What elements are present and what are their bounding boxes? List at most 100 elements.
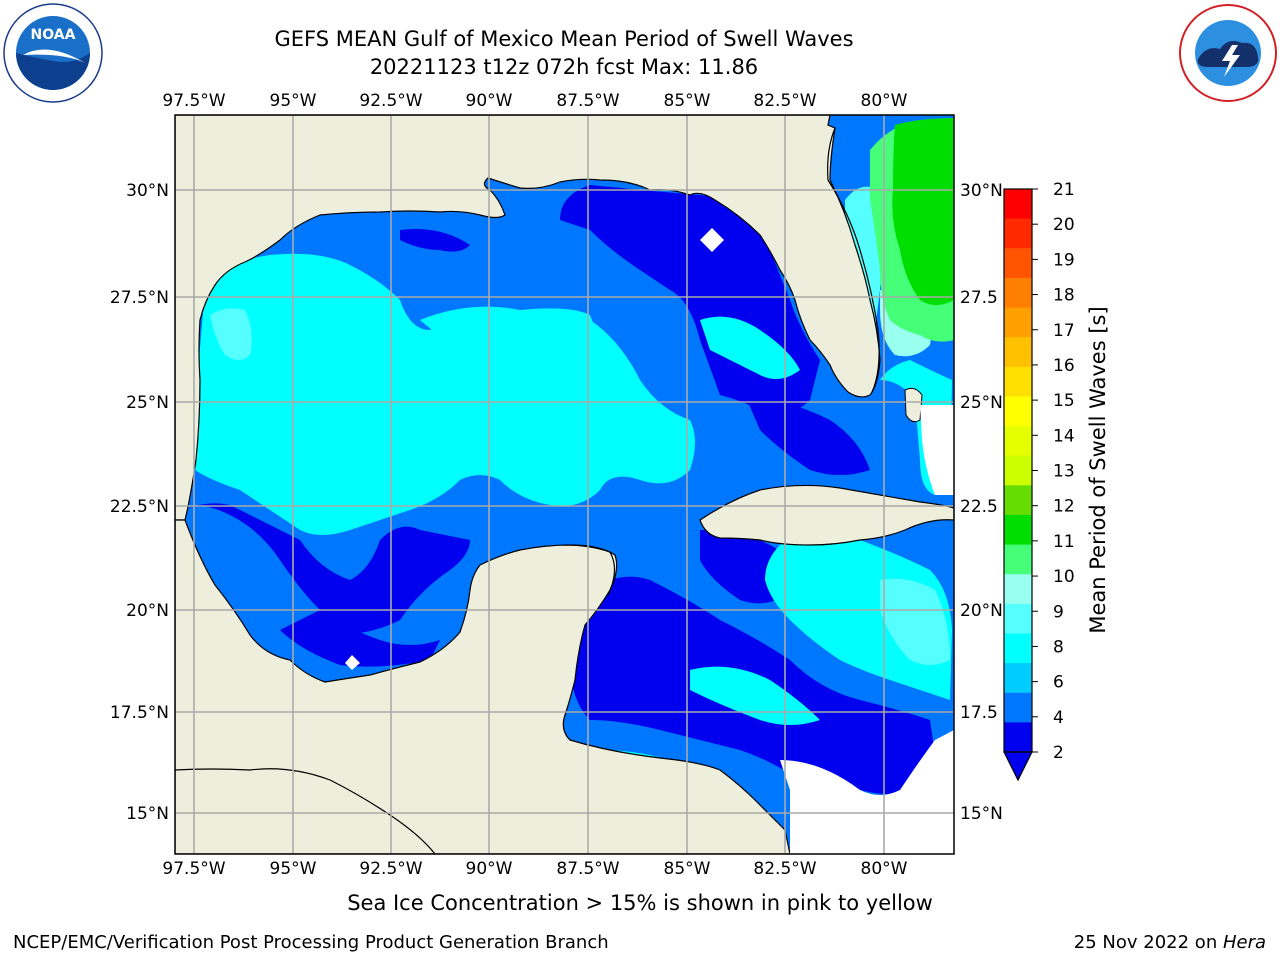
sea-ice-note: Sea Ice Concentration > 15% is shown in …	[347, 891, 933, 915]
nws-logo	[1178, 3, 1278, 103]
lat-label-right: 30°N	[960, 181, 1003, 201]
lat-label-left: 15°N	[126, 804, 169, 824]
lat-label-right: 20°N	[960, 601, 1003, 621]
colorbar-tick-label: 4	[1053, 708, 1064, 728]
land-yucatan-coast	[564, 544, 616, 596]
colorbar-label: Mean Period of Swell Waves [s]	[1086, 306, 1110, 633]
colorbar-swatch	[1004, 544, 1032, 575]
colorbar-swatch	[1004, 248, 1032, 279]
gridlines	[175, 115, 954, 854]
footer-date-prefix: 25 Nov 2022 on	[1073, 932, 1223, 953]
lat-label-left: 22.5°N	[110, 497, 169, 517]
land-bahamas	[904, 387, 923, 423]
lat-label-right: 25°N	[960, 393, 1003, 413]
footer-date-host: Hera	[1222, 932, 1266, 953]
region-4-6-caribbean-south	[690, 666, 820, 725]
colorbar-swatch	[1004, 574, 1032, 605]
colorbar-tick-label: 9	[1053, 602, 1064, 622]
lat-label-left: 25°N	[126, 393, 169, 413]
colorbar-swatch	[1004, 307, 1032, 338]
colorbar-tick-label: 19	[1053, 250, 1075, 270]
lat-label-left: 20°N	[126, 601, 169, 621]
lon-label-top: 90°W	[466, 91, 513, 111]
colorbar-tick-label: 12	[1053, 497, 1075, 517]
chart-title: GEFS MEAN Gulf of Mexico Mean Period of …	[274, 27, 854, 51]
nodata-west-patch	[345, 655, 360, 670]
colorbar-tick-label: 2	[1053, 743, 1064, 763]
axis-labels: 97.5°W 97.5°W 95°W 95°W 92.5°W 92.5°W 90°W 90°W…	[110, 91, 1003, 879]
colorbar-swatch	[1004, 337, 1032, 368]
region-6-8-west	[210, 308, 252, 360]
lon-label-bottom: 95°W	[270, 859, 317, 879]
region-below-2-straits	[745, 395, 870, 475]
lat-label-left: 30°N	[126, 181, 169, 201]
region-4-6-central	[420, 306, 600, 348]
lon-label-bottom: 80°W	[861, 859, 908, 879]
region-10-11-atlantic	[892, 118, 954, 305]
colorbar-tick-label: 13	[1053, 462, 1075, 482]
lon-label-top: 85°W	[664, 91, 711, 111]
lon-label-top: 92.5°W	[359, 91, 422, 111]
lon-label-bottom: 92.5°W	[359, 859, 422, 879]
colorbar-tick-label: 17	[1053, 321, 1075, 341]
lat-label-right: 17.5	[960, 703, 998, 723]
lon-label-bottom: 97.5°W	[162, 859, 225, 879]
nodata-east-caribbean	[780, 730, 954, 854]
colorbar-tick-label: 11	[1053, 532, 1075, 552]
land-north-america	[175, 115, 881, 521]
chart-subtitle: 20221123 t12z 072h fcst Max: 11.86	[369, 55, 759, 79]
colorbar-swatch	[1004, 633, 1032, 664]
lon-label-bottom: 82.5°W	[753, 859, 816, 879]
colorbar-tick-label: 20	[1053, 215, 1075, 235]
lon-label-top: 95°W	[270, 91, 317, 111]
colorbar-tick-label: 16	[1053, 356, 1075, 376]
colorbar-swatch	[1004, 277, 1032, 309]
lon-label-bottom: 87.5°W	[556, 859, 619, 879]
colorbar-swatch	[1004, 455, 1032, 486]
colorbar-swatch	[1004, 366, 1032, 397]
map-frame	[174, 114, 955, 855]
colorbar-swatch	[1004, 692, 1032, 723]
colorbar-swatch	[1004, 663, 1032, 694]
lat-label-right: 27.5	[960, 288, 998, 308]
noaa-logo: NOAA	[3, 3, 103, 103]
colorbar-swatch	[1004, 514, 1032, 546]
colorbar: 21 20 19 18 17 16 15 14 13 12 11 10 9 8 6 4 2	[1003, 180, 1075, 782]
colorbar-swatch	[1004, 485, 1032, 516]
svg-text:NOAA: NOAA	[31, 27, 76, 43]
lon-label-bottom: 90°W	[466, 859, 513, 879]
colorbar-tick-label: 10	[1053, 567, 1075, 587]
colorbar-swatch	[1004, 396, 1032, 427]
nodata-gulf-patch	[700, 228, 724, 252]
lon-label-bottom: 85°W	[664, 859, 711, 879]
region-6-8-caribbean	[880, 578, 950, 665]
region-4-6-east-patch	[700, 316, 800, 379]
footer-credit: NCEP/EMC/Verification Post Processing Pr…	[13, 932, 609, 953]
lon-label-top: 82.5°W	[753, 91, 816, 111]
nodata-east-florida	[920, 405, 954, 495]
region-4-6-caribbean	[765, 536, 952, 700]
florida-atlantic-coast	[827, 127, 880, 393]
colorbar-extend-arrow	[1003, 751, 1033, 782]
lat-label-right: 22.5	[960, 497, 998, 517]
colorbar-swatch	[1004, 722, 1032, 753]
region-below-2-sw-gulf	[185, 503, 470, 634]
lon-label-top: 97.5°W	[162, 91, 225, 111]
region-below-2-north	[400, 229, 470, 252]
colorbar-tick-label: 8	[1053, 637, 1064, 657]
land-cuba	[699, 484, 954, 546]
lat-label-left: 17.5°N	[110, 703, 169, 723]
lat-label-right: 15°N	[960, 804, 1003, 824]
colorbar-tick-label: 15	[1053, 391, 1075, 411]
colorbar-tick-label: 14	[1053, 426, 1075, 446]
region-below-2-campeche	[280, 610, 440, 667]
colorbar-tick-label: 6	[1053, 673, 1064, 693]
lat-label-left: 27.5°N	[110, 288, 169, 308]
colorbar-tick-label: 21	[1053, 180, 1075, 200]
footer-date: 25 Nov 2022 on Hera	[1074, 932, 1266, 953]
lon-label-top: 80°W	[861, 91, 908, 111]
map-panel	[175, 115, 954, 854]
colorbar-swatch	[1004, 426, 1032, 457]
colorbar-swatch	[1004, 218, 1032, 249]
